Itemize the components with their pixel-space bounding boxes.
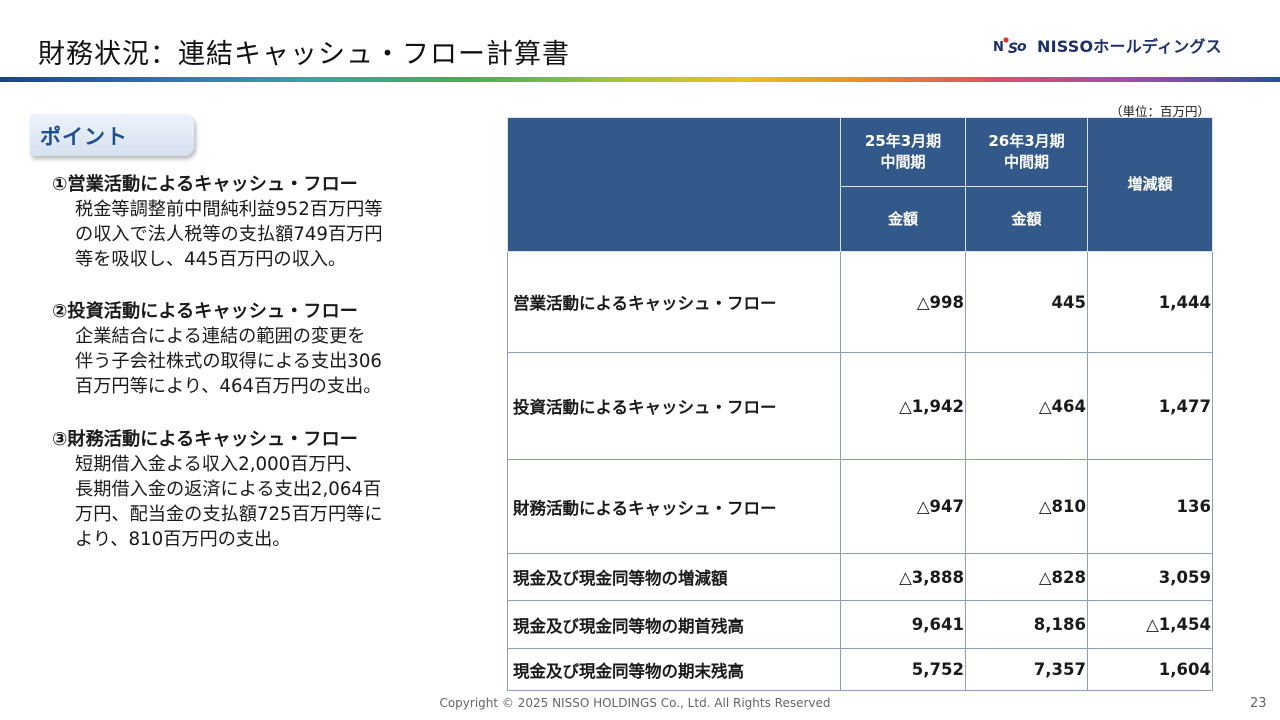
cell-change: 3,059 <box>1087 553 1213 601</box>
column-header-change: 増減額 <box>1087 117 1213 252</box>
point-heading: ①営業活動によるキャッシュ・フロー <box>52 174 358 195</box>
point-heading: ③財務活動によるキャッシュ・フロー <box>52 429 358 450</box>
cell-fy25: △947 <box>840 459 966 554</box>
table-row: 現金及び現金同等物の期末残高 5,752 7,357 1,604 <box>507 648 1213 691</box>
point-line: 等を吸収し、445百万円の収入。 <box>75 249 347 270</box>
column-header-fy25-interim: 25年3月期 中間期 <box>840 117 966 187</box>
row-label: 現金及び現金同等物の増減額 <box>507 553 841 601</box>
point-badge-label: ポイント <box>40 125 128 149</box>
cell-fy26: △464 <box>965 352 1088 460</box>
cell-fy25: 9,641 <box>840 600 966 649</box>
cell-change: 1,444 <box>1087 251 1213 353</box>
table-row: 投資活動によるキャッシュ・フロー △1,942 △464 1,477 <box>507 352 1213 460</box>
point-line: 伴う子会社株式の取得による支出306 <box>75 351 382 372</box>
header-rule <box>0 77 1280 82</box>
cell-fy25: △998 <box>840 251 966 353</box>
page-title: 財務状況：連結キャッシュ・フロー計算書 <box>38 39 570 70</box>
table-row: 現金及び現金同等物の増減額 △3,888 △828 3,059 <box>507 553 1213 601</box>
point-line: の収入で法人税等の支払額749百万円 <box>75 224 383 245</box>
unit-label: （単位：百万円） <box>1110 104 1211 119</box>
point-item-operating: ①営業活動によるキャッシュ・フロー 税金等調整前中間純利益952百万円等 の収入… <box>52 172 452 272</box>
column-subheader-amount: 金額 <box>965 186 1088 252</box>
table-row: 現金及び現金同等物の期首残高 9,641 8,186 △1,454 <box>507 600 1213 649</box>
page-number: 23 <box>1250 696 1267 711</box>
cash-flow-table: 25年3月期 中間期 26年3月期 中間期 増減額 金額 金額 営業活動によるキ… <box>507 117 1213 691</box>
cell-fy26: △810 <box>965 459 1088 554</box>
company-logo: N S o NISSOホールディングス <box>993 33 1222 57</box>
row-label: 営業活動によるキャッシュ・フロー <box>507 251 841 353</box>
point-line: より、810百万円の支出。 <box>75 529 291 550</box>
copyright-text: Copyright © 2025 NISSO HOLDINGS Co., Ltd… <box>439 696 831 710</box>
row-label: 現金及び現金同等物の期首残高 <box>507 600 841 649</box>
table-corner-header <box>507 117 841 252</box>
cell-fy26: 8,186 <box>965 600 1088 649</box>
cell-fy25: 5,752 <box>840 648 966 691</box>
table-row: 営業活動によるキャッシュ・フロー △998 445 1,444 <box>507 251 1213 353</box>
cell-change: 1,604 <box>1087 648 1213 691</box>
svg-text:o: o <box>1017 39 1027 55</box>
cell-fy26: △828 <box>965 553 1088 601</box>
point-line: 企業結合による連結の範囲の変更を <box>75 326 366 347</box>
row-label: 現金及び現金同等物の期末残高 <box>507 648 841 691</box>
nisso-logo-icon: N S o <box>993 37 1027 57</box>
point-item-investing: ②投資活動によるキャッシュ・フロー 企業結合による連結の範囲の変更を 伴う子会社… <box>52 299 452 399</box>
row-label: 投資活動によるキャッシュ・フロー <box>507 352 841 460</box>
point-badge: ポイント <box>30 114 194 156</box>
row-label: 財務活動によるキャッシュ・フロー <box>507 459 841 554</box>
table-row: 財務活動によるキャッシュ・フロー △947 △810 136 <box>507 459 1213 554</box>
svg-text:S: S <box>1008 41 1018 57</box>
cell-change: △1,454 <box>1087 600 1213 649</box>
cell-fy25: △1,942 <box>840 352 966 460</box>
point-line: 税金等調整前中間純利益952百万円等 <box>75 199 383 220</box>
column-header-fy26-interim: 26年3月期 中間期 <box>965 117 1088 187</box>
cell-fy26: 7,357 <box>965 648 1088 691</box>
point-item-financing: ③財務活動によるキャッシュ・フロー 短期借入金よる収入2,000百万円、 長期借… <box>52 427 452 552</box>
point-line: 百万円等により、464百万円の支出。 <box>75 376 382 397</box>
cell-change: 136 <box>1087 459 1213 554</box>
logo-text: NISSOホールディングス <box>1037 37 1222 56</box>
cell-fy26: 445 <box>965 251 1088 353</box>
cell-fy25: △3,888 <box>840 553 966 601</box>
point-line: 万円、配当金の支払額725百万円等に <box>75 504 383 525</box>
point-line: 長期借入金の返済による支出2,064百 <box>75 479 382 500</box>
svg-text:N: N <box>993 40 1004 55</box>
cell-change: 1,477 <box>1087 352 1213 460</box>
column-subheader-amount: 金額 <box>840 186 966 252</box>
point-line: 短期借入金よる収入2,000百万円、 <box>75 454 363 475</box>
point-heading: ②投資活動によるキャッシュ・フロー <box>52 301 358 322</box>
